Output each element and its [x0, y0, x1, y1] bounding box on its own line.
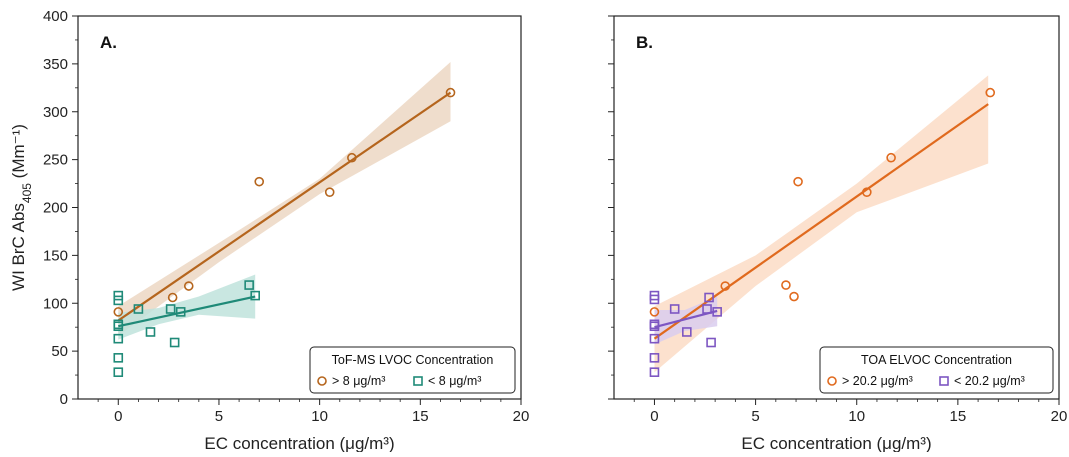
data-point — [712, 307, 722, 317]
legend-entry: > 8 μg/m³ — [332, 374, 385, 388]
x-tick-label: 20 — [513, 408, 530, 425]
x-tick-label: 5 — [215, 408, 223, 425]
y-tick-label: 50 — [51, 343, 68, 360]
data-point — [669, 304, 680, 314]
y-tick-label: 200 — [43, 200, 68, 217]
data-point — [649, 307, 660, 317]
legend-marker-circle — [317, 376, 327, 386]
data-point — [133, 304, 144, 314]
y-axis-label: WI BrC Abs405 (Mm⁻¹) — [9, 124, 34, 291]
data-point — [145, 327, 156, 337]
legend-marker-circle — [827, 376, 837, 386]
data-point — [347, 152, 357, 163]
confidence-band-low — [654, 296, 718, 345]
regression-line-high — [117, 91, 452, 322]
data-point — [254, 176, 265, 187]
legend-entry: > 20.2 μg/m³ — [842, 374, 913, 388]
y-tick-label: 300 — [43, 104, 68, 121]
data-point — [649, 333, 660, 344]
y-tick-label: 0 — [60, 391, 68, 408]
confidence-band-high — [118, 62, 451, 336]
legend-box — [819, 346, 1054, 394]
data-point — [649, 294, 660, 305]
x-tick-label: 5 — [751, 408, 759, 425]
data-point — [169, 337, 180, 348]
x-tick-label: 15 — [412, 408, 429, 425]
data-point — [702, 304, 712, 314]
regression-line-low — [118, 295, 256, 328]
data-point — [250, 290, 260, 301]
data-point — [165, 304, 176, 314]
data-point — [244, 280, 254, 290]
x-tick-label: 10 — [311, 408, 328, 425]
data-point — [649, 321, 660, 332]
confidence-band-high — [654, 75, 989, 373]
x-tick-label: 10 — [848, 408, 865, 425]
data-point — [862, 187, 872, 197]
data-point — [113, 295, 124, 306]
data-point — [113, 367, 124, 377]
data-point — [649, 367, 660, 377]
x-axis-label: EC concentration (μg/m³) — [741, 434, 931, 452]
data-point — [113, 333, 124, 344]
legend-title: ToF-MS LVOC Concentration — [332, 353, 494, 367]
data-point — [113, 321, 124, 332]
legend-marker-square — [939, 376, 949, 386]
data-point — [113, 307, 124, 317]
regression-line-high — [653, 103, 989, 340]
x-tick-label: 20 — [1051, 408, 1068, 425]
confidence-band-low — [118, 274, 256, 340]
data-point — [682, 327, 692, 337]
data-point — [649, 353, 660, 363]
y-tick-label: 100 — [43, 295, 68, 312]
y-tick-label: 150 — [43, 247, 68, 264]
y-tick-label: 400 — [43, 8, 68, 25]
data-point — [704, 292, 714, 303]
data-point — [175, 307, 186, 317]
panel-label: B. — [636, 33, 653, 52]
y-tick-label: 350 — [43, 56, 68, 73]
data-point — [445, 87, 456, 98]
data-point — [324, 187, 335, 197]
x-tick-label: 0 — [114, 408, 122, 425]
legend-box — [309, 346, 516, 394]
legend-entry: < 8 μg/m³ — [428, 374, 481, 388]
x-tick-label: 0 — [650, 408, 658, 425]
data-point — [781, 280, 791, 290]
x-tick-label: 15 — [950, 408, 967, 425]
data-point — [789, 291, 799, 302]
data-point — [886, 152, 896, 163]
data-point — [985, 87, 996, 98]
data-point — [706, 337, 716, 348]
data-point — [167, 292, 178, 303]
y-tick-label: 250 — [43, 152, 68, 169]
data-point — [183, 281, 194, 291]
data-point — [113, 353, 124, 363]
x-axis-label: EC concentration (μg/m³) — [204, 434, 394, 452]
legend-entry: < 20.2 μg/m³ — [954, 374, 1025, 388]
legend-marker-square — [413, 376, 423, 386]
data-point — [720, 281, 731, 291]
legend-title: TOA ELVOC Concentration — [861, 353, 1012, 367]
panel-label: A. — [100, 33, 117, 52]
data-point — [793, 176, 803, 187]
chart-panel-b: 0 5 10 15 20 B. EC concentration (μg/m³) TOA EL… — [608, 15, 1068, 453]
